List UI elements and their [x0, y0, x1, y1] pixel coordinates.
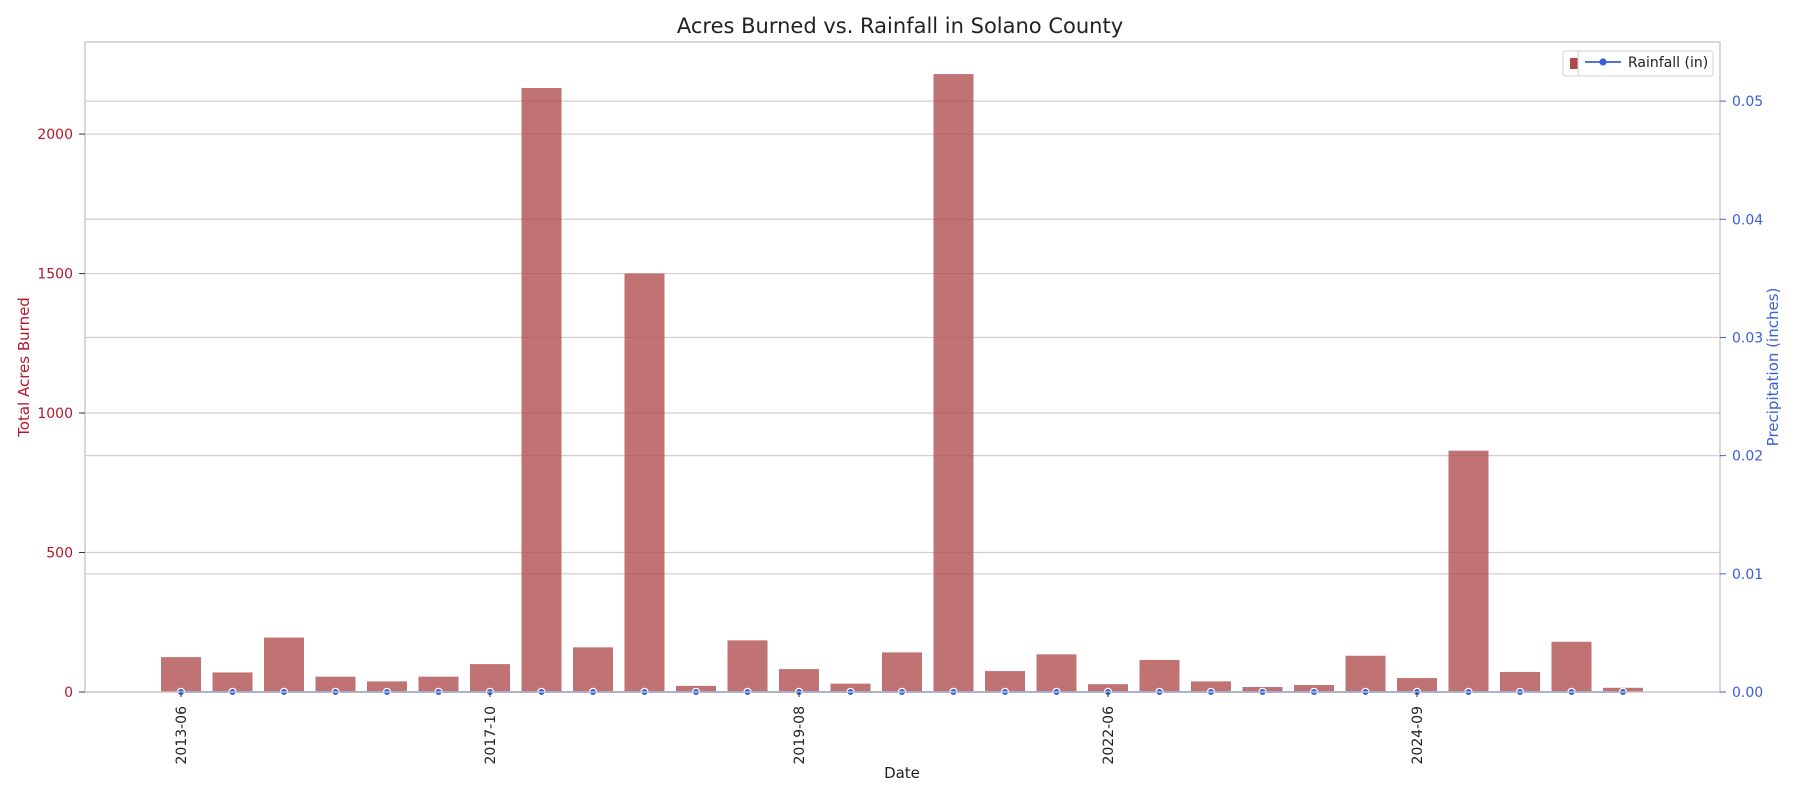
- bar: [1551, 641, 1592, 692]
- x-axis-ticks: 2013-06 2017-10 2019-08 2022-06 2024-09: [174, 692, 1426, 765]
- bar: [1397, 678, 1437, 692]
- tick-label-left: 0: [64, 685, 73, 701]
- tick-label-right: 0.03: [1732, 330, 1763, 346]
- bar: [418, 676, 459, 692]
- bar: [779, 669, 819, 692]
- x-axis-label: Date: [884, 764, 920, 782]
- bar: [470, 664, 510, 692]
- bar: [882, 652, 922, 692]
- tick-label-left: 1000: [37, 406, 73, 422]
- right-axis-label: Precipitation (inches): [1764, 288, 1782, 447]
- left-axis-label: Total Acres Burned: [15, 297, 33, 438]
- tick-label-x: 2017-10: [483, 706, 499, 765]
- tick-label-left: 500: [46, 546, 73, 562]
- bar: [1191, 681, 1231, 692]
- bar: [212, 672, 253, 692]
- bar: [367, 681, 407, 692]
- legend-label-rainfall: Rainfall (in): [1628, 55, 1708, 71]
- tick-label-right: 0.04: [1732, 212, 1763, 228]
- plot-frame: [84, 41, 1721, 693]
- tick-label-left: 1500: [37, 267, 73, 283]
- tick-label-right: 0.02: [1732, 449, 1763, 465]
- tick-label-x: 2022-06: [1101, 706, 1117, 765]
- bar: [1500, 671, 1540, 692]
- bar: [727, 640, 768, 692]
- legend-box-line: [1577, 50, 1714, 77]
- chart-title: Acres Burned vs. Rainfall in Solano Coun…: [677, 14, 1123, 38]
- bar: [161, 657, 201, 692]
- bar: [985, 671, 1025, 692]
- bar: [315, 676, 356, 692]
- bar: [933, 74, 974, 692]
- tick-label-right: 0.01: [1732, 567, 1763, 583]
- bar: [1036, 654, 1077, 692]
- tick-label-right: 0.05: [1732, 94, 1763, 110]
- bar: [1139, 659, 1180, 692]
- legend: Rainfall (in): [1562, 50, 1714, 77]
- tick-label-left: 2000: [37, 127, 73, 143]
- tick-label-x: 2019-08: [792, 706, 808, 765]
- bar: [264, 637, 304, 692]
- left-axis-ticks: 0 500 1000 1500 2000: [37, 127, 85, 701]
- legend-line-marker: [1599, 58, 1607, 66]
- bar: [624, 273, 665, 692]
- tick-label-right: 0.00: [1732, 685, 1763, 701]
- bar: [1448, 450, 1489, 692]
- tick-label-x: 2024-09: [1410, 706, 1426, 765]
- bars: [161, 74, 1643, 693]
- tick-label-x: 2013-06: [174, 706, 190, 765]
- legend-swatch-bars: [1570, 58, 1581, 69]
- bar: [573, 647, 613, 692]
- right-axis-ticks: 0.00 0.01 0.02 0.03 0.04 0.05: [1720, 94, 1763, 701]
- bar: [521, 88, 562, 693]
- bar: [1345, 655, 1386, 692]
